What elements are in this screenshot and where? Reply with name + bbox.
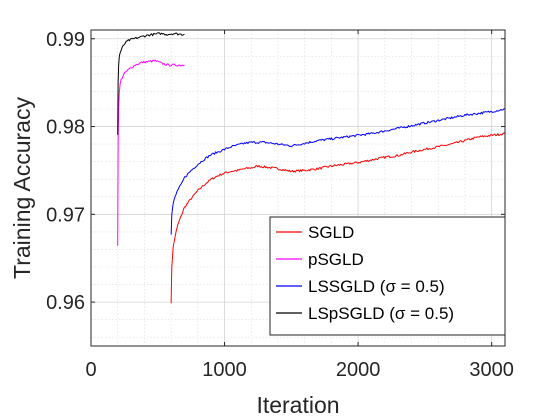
y-tick-label: 0.98 xyxy=(46,117,85,139)
x-tick-labels: 0 1000 2000 3000 xyxy=(85,359,513,381)
x-tick-label: 1000 xyxy=(202,359,247,381)
y-tick-label: 0.97 xyxy=(46,204,85,226)
tick-marks xyxy=(90,30,505,346)
legend-label: LSpSGLD (σ = 0.5) xyxy=(308,304,454,323)
legend: SGLD pSGLD LSSGLD (σ = 0.5) LSpSGLD (σ = 0.… xyxy=(269,216,506,336)
x-tick-label: 3000 xyxy=(469,359,514,381)
x-tick-label: 2000 xyxy=(336,359,381,381)
legend-label: pSGLD xyxy=(308,250,364,269)
y-tick-label: 0.96 xyxy=(46,292,85,314)
x-tick-label: 0 xyxy=(85,359,96,381)
legend-label: SGLD xyxy=(308,223,354,242)
series-line-2 xyxy=(117,59,185,246)
series-line-4 xyxy=(117,32,185,135)
legend-box xyxy=(269,216,506,336)
plot-frame xyxy=(90,29,506,347)
series-layer xyxy=(117,32,506,304)
y-tick-labels: 0.96 0.97 0.98 0.99 xyxy=(46,29,85,314)
y-axis-title: Training Accuracy xyxy=(9,97,35,279)
series-line-1 xyxy=(170,132,506,304)
series-line-3 xyxy=(170,108,506,235)
x-axis-title: Iteration xyxy=(256,392,339,418)
legend-label: LSSGLD (σ = 0.5) xyxy=(308,277,445,296)
y-tick-label: 0.99 xyxy=(46,29,85,51)
